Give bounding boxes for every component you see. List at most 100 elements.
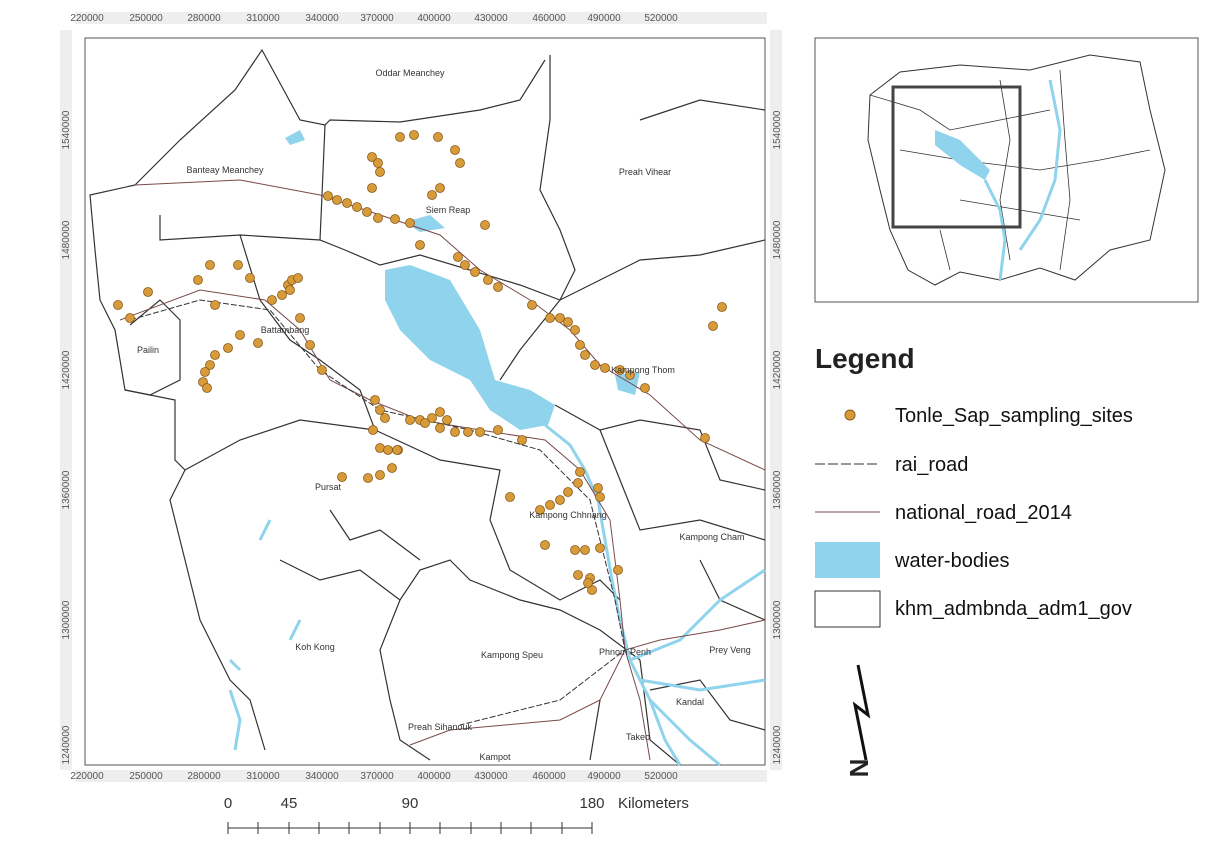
x-tick-label: 370000 (360, 771, 394, 782)
province-label: Kampong Speu (481, 650, 543, 660)
legend: Legend Tonle_Sap_sampling_sites rai_road… (814, 343, 1133, 628)
sampling-site (463, 427, 473, 437)
y-tick-label: 1240000 (772, 725, 783, 764)
sampling-site (380, 413, 390, 423)
sampling-site (450, 427, 460, 437)
sampling-site (455, 158, 465, 168)
legend-title: Legend (815, 343, 915, 374)
sampling-site (493, 282, 503, 292)
sampling-site (405, 218, 415, 228)
sampling-site (480, 220, 490, 230)
sampling-site (375, 405, 385, 415)
x-tick-label: 460000 (532, 13, 566, 24)
sampling-site (373, 213, 383, 223)
sampling-site (590, 360, 600, 370)
sampling-site (570, 325, 580, 335)
sampling-site (420, 418, 430, 428)
sampling-site (583, 578, 593, 588)
scale-label: 90 (402, 795, 419, 812)
province-label: Kampong Chhnang (529, 510, 607, 520)
sampling-site (373, 158, 383, 168)
sampling-site (295, 313, 305, 323)
province-label: Battambang (261, 325, 310, 335)
sampling-site (387, 463, 397, 473)
sampling-site (293, 273, 303, 283)
sampling-sites (113, 130, 727, 595)
x-tick-label: 250000 (129, 13, 163, 24)
scale-label: 180 (579, 795, 604, 812)
sampling-site (245, 273, 255, 283)
sampling-site (573, 478, 583, 488)
rivers (228, 423, 766, 767)
province-label: Preah Vihear (619, 167, 671, 177)
x-tick-label: 310000 (246, 13, 280, 24)
sampling-site (563, 487, 573, 497)
y-tick-label: 1420000 (61, 350, 72, 389)
inset-map (814, 37, 1199, 303)
x-tick-label: 430000 (474, 13, 508, 24)
province-label: Takeo (626, 732, 650, 742)
reservoir (285, 130, 305, 145)
sampling-site (545, 500, 555, 510)
sampling-site (435, 183, 445, 193)
river (544, 423, 682, 766)
province-label: Preah Sihanouk (408, 722, 473, 732)
sampling-site (435, 423, 445, 433)
sampling-site (580, 350, 590, 360)
sampling-site (200, 367, 210, 377)
sampling-site (527, 300, 537, 310)
sampling-site (193, 275, 203, 285)
coordinate-ticks: 220000 220000 250000 250000 280000 280000 3100… (61, 13, 783, 782)
y-tick-label: 1420000 (772, 350, 783, 389)
y-tick-label: 1240000 (61, 725, 72, 764)
sampling-site (285, 285, 295, 295)
north-arrow: N (844, 664, 874, 777)
province-label: Kandal (676, 697, 704, 707)
sampling-site (593, 483, 603, 493)
sampling-site (625, 370, 635, 380)
sampling-site (563, 317, 573, 327)
y-tick-label: 1480000 (772, 220, 783, 259)
sampling-site (352, 202, 362, 212)
sampling-site (442, 415, 452, 425)
road (119, 289, 626, 746)
province-label: Oddar Meanchey (375, 68, 445, 78)
boundary (374, 429, 621, 601)
sampling-site (415, 240, 425, 250)
x-tick-label: 220000 (70, 771, 104, 782)
sampling-site (367, 183, 377, 193)
sampling-site (233, 260, 243, 270)
sampling-site (390, 214, 400, 224)
sampling-site (205, 360, 215, 370)
sampling-site (323, 191, 333, 201)
sampling-site (342, 198, 352, 208)
y-tick-label: 1300000 (61, 600, 72, 639)
water-bodies (285, 130, 640, 430)
sampling-site (305, 340, 315, 350)
sampling-site (375, 167, 385, 177)
legend-symbol (844, 409, 856, 421)
boundary (319, 124, 326, 241)
sampling-site (383, 445, 393, 455)
sampling-site (575, 340, 585, 350)
sampling-site (235, 330, 245, 340)
inset-rivers (983, 79, 1062, 281)
sampling-site (493, 425, 503, 435)
x-tick-label: 310000 (246, 771, 280, 782)
scale-bar: 0 45 90 180 Kilometers (224, 795, 689, 834)
y-tick-label: 1360000 (61, 470, 72, 509)
sampling-site (483, 275, 493, 285)
sampling-site (573, 570, 583, 580)
sampling-site (363, 473, 373, 483)
sampling-site (708, 321, 718, 331)
province-label: Banteay Meanchey (186, 165, 264, 175)
sampling-site (570, 545, 580, 555)
top-ruler (75, 12, 767, 24)
sampling-site (253, 338, 263, 348)
sampling-site (450, 145, 460, 155)
x-tick-label: 280000 (187, 771, 221, 782)
sampling-site (205, 260, 215, 270)
y-tick-label: 1360000 (772, 470, 783, 509)
x-tick-label: 520000 (644, 771, 678, 782)
y-tick-label: 1300000 (772, 600, 783, 639)
